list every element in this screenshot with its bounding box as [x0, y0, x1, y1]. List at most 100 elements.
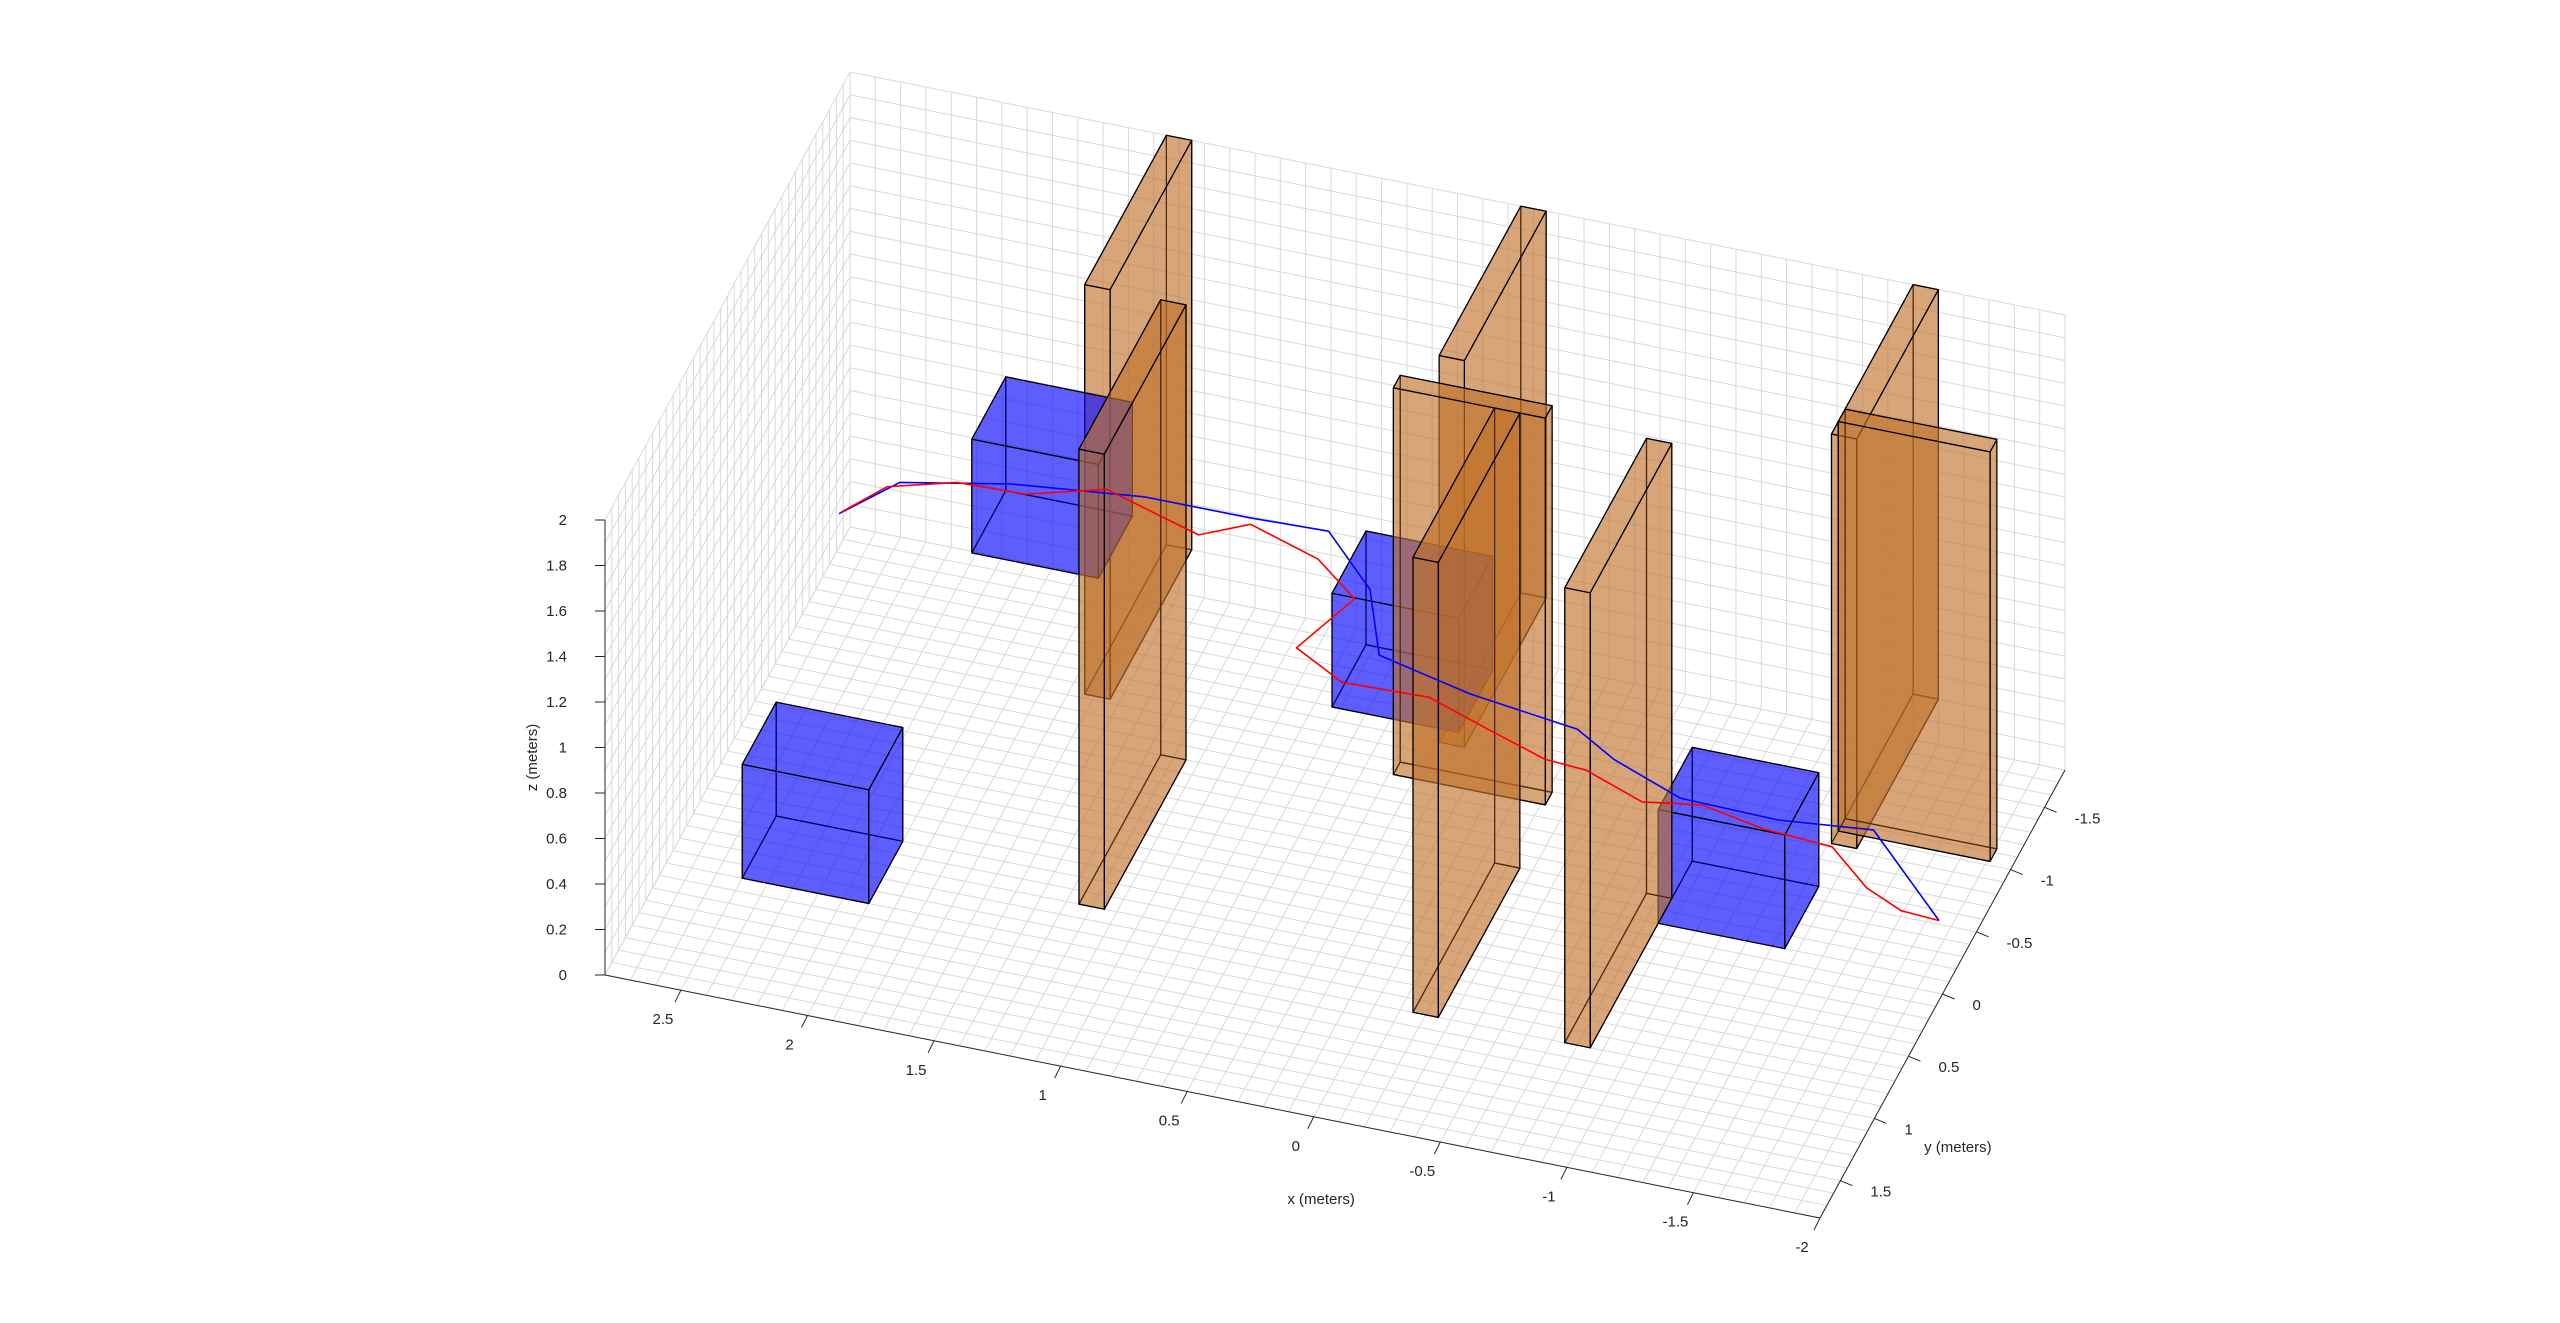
back-wall-grid-line — [849, 458, 2066, 703]
label-layer: x (meters) y (meters) z (meters) 2.5 2 1.5… — [524, 512, 2100, 1256]
y-tick — [1976, 931, 1989, 938]
side-wall-grid-line — [604, 94, 851, 543]
x-tick-label: -0.5 — [1409, 1163, 1435, 1180]
z-tick-label: 1.8 — [546, 558, 567, 575]
z-tick-label: 1.6 — [546, 603, 567, 620]
wall-2-face — [1078, 448, 1105, 910]
wall-7-face — [1837, 420, 1991, 863]
x-tick-label: 2.5 — [653, 1011, 674, 1028]
path-layer — [838, 481, 1940, 922]
side-wall-grid-line — [604, 71, 851, 521]
back-wall-grid-line — [849, 503, 2066, 748]
floor-grid-line — [611, 962, 1827, 1207]
floor-grid-line — [843, 538, 2059, 783]
side-wall-grid-line — [604, 367, 851, 816]
x-tick — [1433, 1141, 1441, 1155]
floor-grid-line — [632, 924, 1848, 1169]
x-tick — [1813, 1217, 1821, 1231]
floor-grid-line — [775, 663, 1991, 908]
x-tick — [1180, 1091, 1188, 1104]
axis-layer — [595, 519, 2066, 1231]
y-tick-label: -1 — [2041, 873, 2054, 890]
y-tick — [2044, 806, 2057, 813]
floor-grid-line — [727, 750, 1943, 995]
z-tick-label: 1.2 — [546, 694, 567, 711]
side-wall-grid-line — [604, 344, 851, 794]
wall-1-face — [1084, 134, 1193, 291]
x-tick — [801, 1015, 808, 1028]
wall-8-face — [1564, 437, 1673, 594]
y-tick — [1840, 1180, 1853, 1187]
side-wall-grid-line — [604, 526, 851, 976]
wall-5-face — [1412, 407, 1521, 564]
x-tick-label: 0.5 — [1159, 1112, 1180, 1129]
x-tick — [1560, 1167, 1568, 1180]
target-4-face — [1657, 746, 1820, 836]
wall-2 — [1078, 299, 1187, 910]
back-wall-grid-line — [849, 185, 2066, 430]
z-tick-label: 0.2 — [546, 922, 567, 939]
floor-grid-line — [720, 762, 1936, 1007]
z-tick-label: 1.4 — [546, 649, 567, 666]
back-wall-grid-line — [849, 230, 2066, 475]
floor-grid-line — [652, 887, 1868, 1132]
wall-6-face — [1830, 284, 1940, 440]
wall-2-face — [1078, 299, 1187, 455]
floor-grid-line — [795, 626, 2011, 871]
y-tick — [2010, 869, 2023, 876]
floor-grid-line — [815, 588, 2032, 833]
side-wall-grid-line — [604, 117, 851, 566]
z-axis-label: z (meters) — [524, 724, 541, 792]
side-wall-grid-line — [604, 435, 851, 885]
x-tick — [1686, 1192, 1694, 1205]
target-2-face — [741, 701, 904, 791]
y-tick-label: 1 — [1904, 1121, 1912, 1138]
side-wall-grid-line — [604, 481, 851, 930]
z-tick-label: 0.6 — [546, 831, 567, 848]
target-2 — [741, 701, 904, 905]
floor-grid-line — [836, 551, 2052, 796]
x-tick — [674, 989, 682, 1003]
x-tick — [1054, 1065, 1062, 1079]
floor-grid-line — [713, 775, 1929, 1020]
object-layer — [741, 134, 1998, 1049]
back-wall-grid-line — [849, 208, 2066, 452]
y-tick — [1908, 1055, 1921, 1062]
target-4 — [1657, 746, 1820, 950]
floor-grid-line — [618, 949, 1834, 1194]
z-tick-label: 1 — [559, 740, 567, 757]
path-actual — [840, 481, 1940, 922]
wall-7 — [1837, 408, 1998, 863]
floor-grid-line — [781, 650, 1998, 895]
z-tick-label: 0 — [559, 967, 567, 984]
target-3-face — [1331, 530, 1494, 620]
side-wall-grid-line — [604, 162, 851, 612]
floor-grid-line — [638, 912, 1855, 1157]
x-tick-label: -1 — [1542, 1188, 1555, 1205]
back-wall-grid-line — [849, 367, 2066, 612]
floor-grid-line — [754, 700, 1970, 945]
x-tick — [927, 1040, 935, 1054]
target-1 — [971, 376, 1134, 579]
path-planned — [838, 481, 1940, 922]
x-tick-label: 0 — [1292, 1138, 1300, 1155]
wall-4-face — [1544, 405, 1553, 806]
back-wall-grid-line — [849, 344, 2066, 589]
wall-8 — [1564, 437, 1673, 1049]
wall-4-face — [1392, 374, 1553, 419]
floor-grid-line — [829, 563, 2045, 808]
grid-layer — [604, 71, 2066, 1219]
wall-8-face — [1564, 587, 1591, 1049]
x-tick-label: -1.5 — [1663, 1214, 1689, 1231]
y-axis-label: y (meters) — [1924, 1139, 1992, 1156]
y-tick-label: -1.5 — [2075, 810, 2101, 827]
floor-grid-line — [788, 638, 2004, 883]
wall-5-face — [1412, 556, 1439, 1019]
back-wall-grid-line — [849, 276, 2066, 521]
side-wall-grid-line — [604, 140, 851, 589]
y-tick-label: 1.5 — [1870, 1184, 1891, 1201]
back-wall-grid-line — [849, 94, 2066, 339]
floor-grid-line — [741, 725, 1957, 970]
